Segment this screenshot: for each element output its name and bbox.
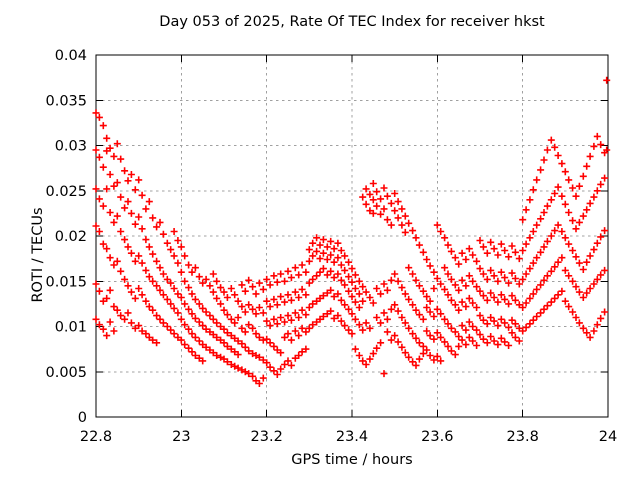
svg-text:23.6: 23.6 — [421, 429, 453, 445]
svg-text:0.04: 0.04 — [55, 48, 87, 64]
data-points — [92, 76, 611, 387]
svg-text:0.015: 0.015 — [45, 274, 87, 290]
svg-text:0.01: 0.01 — [55, 320, 87, 336]
svg-text:23.4: 23.4 — [336, 429, 368, 445]
plot-border — [95, 54, 609, 418]
x-axis-label: GPS time / hours — [291, 452, 413, 468]
svg-text:0.02: 0.02 — [55, 229, 87, 245]
svg-text:0.03: 0.03 — [55, 139, 87, 155]
svg-text:0.005: 0.005 — [45, 365, 87, 381]
svg-text:23: 23 — [172, 429, 190, 445]
chart-title: Day 053 of 2025, Rate Of TEC Index for r… — [159, 14, 545, 30]
svg-text:0.025: 0.025 — [45, 184, 87, 200]
svg-text:0.035: 0.035 — [45, 93, 87, 109]
grid-lines — [96, 55, 608, 417]
svg-text:0: 0 — [78, 410, 87, 426]
svg-text:24: 24 — [599, 429, 617, 445]
svg-text:23.8: 23.8 — [507, 429, 539, 445]
svg-text:23.2: 23.2 — [251, 429, 283, 445]
svg-text:22.8: 22.8 — [80, 429, 112, 445]
y-axis-label: ROTI / TECUs — [30, 207, 46, 303]
y-tick-labels: 0 0.005 0.01 0.015 0.02 0.025 0.03 0.035 0.04 — [45, 48, 87, 426]
x-tick-labels: 22.8 23 23.2 23.4 23.6 23.8 24 — [80, 429, 617, 445]
